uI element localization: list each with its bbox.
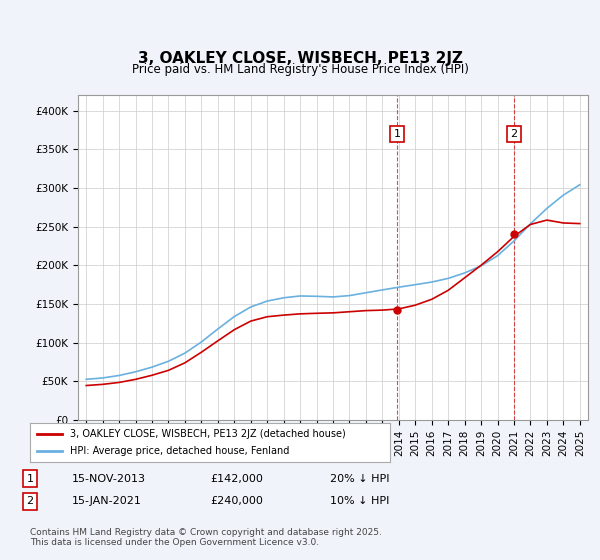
Text: 15-NOV-2013: 15-NOV-2013	[72, 474, 146, 484]
Text: 15-JAN-2021: 15-JAN-2021	[72, 496, 142, 506]
Text: 1: 1	[26, 474, 34, 484]
Text: 10% ↓ HPI: 10% ↓ HPI	[330, 496, 389, 506]
Text: 2: 2	[26, 496, 34, 506]
Text: 20% ↓ HPI: 20% ↓ HPI	[330, 474, 389, 484]
Text: 1: 1	[394, 129, 401, 139]
Text: Contains HM Land Registry data © Crown copyright and database right 2025.
This d: Contains HM Land Registry data © Crown c…	[30, 528, 382, 547]
Text: Price paid vs. HM Land Registry's House Price Index (HPI): Price paid vs. HM Land Registry's House …	[131, 63, 469, 77]
Text: 3, OAKLEY CLOSE, WISBECH, PE13 2JZ (detached house): 3, OAKLEY CLOSE, WISBECH, PE13 2JZ (deta…	[70, 429, 346, 439]
Text: 2: 2	[511, 129, 518, 139]
Text: 3, OAKLEY CLOSE, WISBECH, PE13 2JZ: 3, OAKLEY CLOSE, WISBECH, PE13 2JZ	[137, 52, 463, 66]
Text: HPI: Average price, detached house, Fenland: HPI: Average price, detached house, Fenl…	[70, 446, 289, 456]
Text: £142,000: £142,000	[210, 474, 263, 484]
Text: £240,000: £240,000	[210, 496, 263, 506]
